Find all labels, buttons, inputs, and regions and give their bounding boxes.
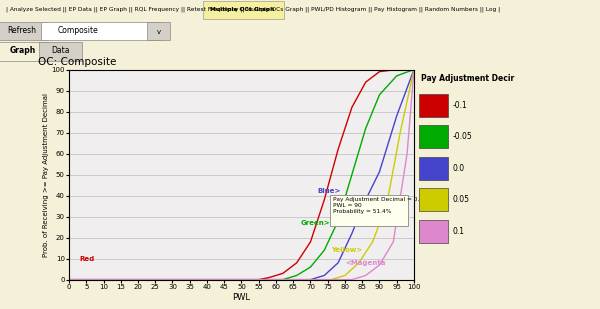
FancyBboxPatch shape: [203, 2, 284, 19]
Text: Multiple OCs Graph: Multiple OCs Graph: [210, 6, 275, 11]
Text: 0.05: 0.05: [453, 195, 470, 204]
Text: Composite: Composite: [58, 26, 98, 36]
Text: -0.05: -0.05: [453, 132, 473, 141]
Text: v: v: [157, 29, 160, 35]
Text: Graph: Graph: [10, 46, 35, 55]
FancyBboxPatch shape: [330, 195, 408, 226]
Text: Red: Red: [79, 256, 95, 262]
FancyBboxPatch shape: [0, 22, 48, 40]
FancyBboxPatch shape: [419, 125, 448, 148]
Text: 0.1: 0.1: [453, 227, 465, 236]
FancyBboxPatch shape: [147, 22, 170, 40]
Text: OC: Composite: OC: Composite: [38, 57, 116, 67]
Text: Data: Data: [52, 46, 70, 55]
Y-axis label: Prob. of Receiving >= Pay Adjustment Decimal: Prob. of Receiving >= Pay Adjustment Dec…: [43, 93, 49, 256]
X-axis label: PWL: PWL: [232, 293, 251, 302]
FancyBboxPatch shape: [419, 220, 448, 243]
FancyBboxPatch shape: [419, 157, 448, 180]
Text: 0.0: 0.0: [453, 164, 465, 173]
Text: Pay Adjustment Decir: Pay Adjustment Decir: [421, 74, 514, 83]
FancyBboxPatch shape: [419, 94, 448, 117]
FancyBboxPatch shape: [419, 188, 448, 211]
FancyBboxPatch shape: [0, 42, 48, 61]
Text: <Magenta: <Magenta: [345, 260, 385, 266]
Text: Pay Adjustment Decimal = 0.0
PWL = 90
Probability = 51.4%: Pay Adjustment Decimal = 0.0 PWL = 90 Pr…: [333, 197, 424, 214]
FancyBboxPatch shape: [41, 22, 161, 40]
Text: Refresh: Refresh: [8, 26, 37, 36]
Text: -0.1: -0.1: [453, 101, 468, 110]
Text: Green>: Green>: [300, 220, 330, 226]
Text: | Analyze Selected || EP Data || EP Graph || RQL Frequency || Retest Frequency |: | Analyze Selected || EP Data || EP Grap…: [6, 6, 500, 12]
FancyBboxPatch shape: [39, 42, 82, 61]
Text: Blue>: Blue>: [317, 188, 341, 194]
Text: Yellow>: Yellow>: [331, 247, 362, 253]
